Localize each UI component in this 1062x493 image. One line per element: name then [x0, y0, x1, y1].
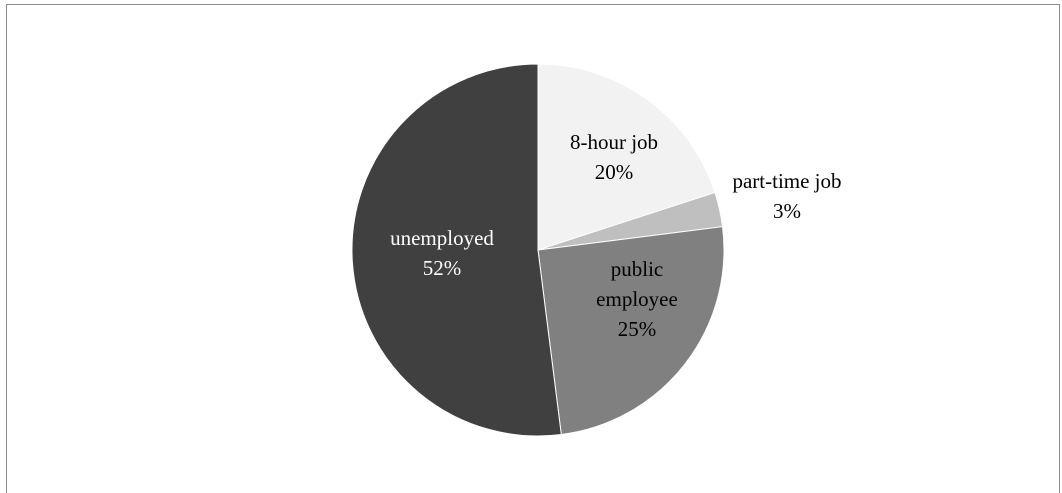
data-label-value: 3% [773, 199, 801, 223]
pie-slice-public-employee [537, 226, 725, 436]
data-label-category: employee [596, 287, 678, 311]
pie-slices [351, 63, 725, 437]
pie-slice-unemployed [351, 63, 562, 437]
data-label-category: public [611, 257, 664, 281]
pie-slice-8-hour-job [537, 63, 716, 251]
data-label-unemployed: unemployed 52% [390, 226, 494, 280]
pie-labels: 8-hour job 20% part-time job 3% public employ… [390, 130, 841, 341]
data-label-part-time-job: part-time job 3% [732, 169, 841, 223]
data-label-public-employee: public employee 25% [596, 257, 678, 341]
data-label-category: 8-hour job [570, 130, 658, 154]
data-label-value: 52% [423, 256, 462, 280]
data-label-category: part-time job [732, 169, 841, 193]
data-label-value: 20% [595, 160, 634, 184]
data-label-value: 25% [618, 317, 657, 341]
data-label-8-hour-job: 8-hour job 20% [570, 130, 658, 184]
data-label-category: unemployed [390, 226, 494, 250]
